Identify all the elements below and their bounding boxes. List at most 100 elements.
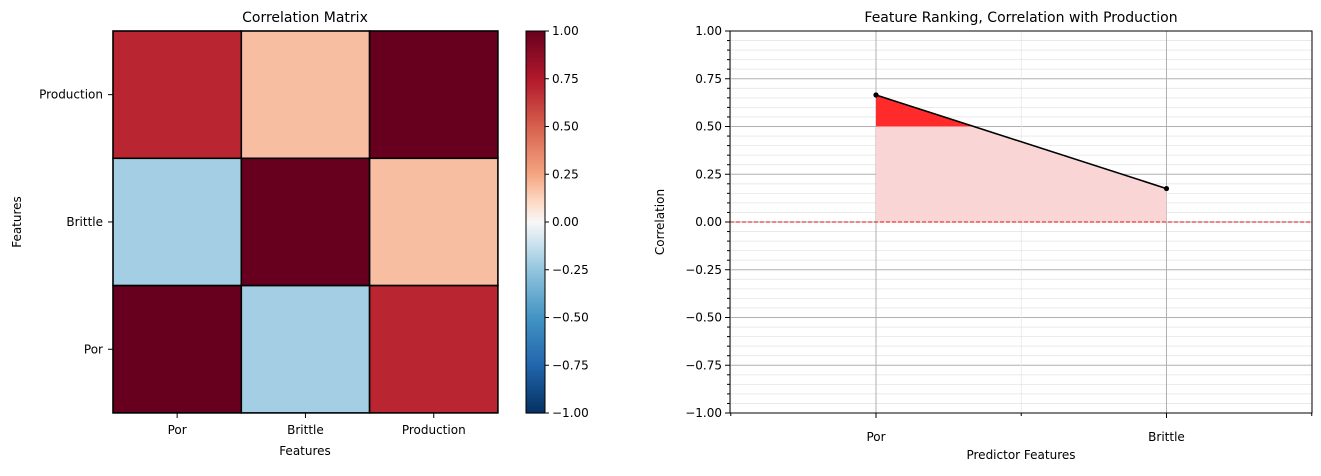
heatmap-y-axis-label: Features — [10, 196, 24, 248]
colorbar-band — [526, 263, 545, 266]
colorbar-band — [526, 229, 545, 232]
heatmap-x-axis-label: Features — [279, 444, 331, 458]
colorbar-band — [526, 197, 545, 200]
colorbar-band — [526, 37, 545, 40]
colorbar-band — [526, 147, 545, 150]
colorbar-band — [526, 389, 545, 392]
colorbar-band — [526, 161, 545, 164]
colorbar-band — [526, 299, 545, 302]
heatmap-cell — [112, 30, 243, 160]
colorbar-band — [526, 109, 545, 112]
colorbar-band — [526, 171, 545, 174]
colorbar-band — [526, 177, 545, 180]
colorbar-tick-label: −0.25 — [552, 263, 589, 277]
colorbar-band — [526, 323, 545, 326]
colorbar-band — [526, 313, 545, 316]
colorbar-band — [526, 333, 545, 336]
colorbar-band — [526, 293, 545, 296]
colorbar-band — [526, 97, 545, 100]
colorbar-band — [526, 135, 545, 138]
colorbar-band — [526, 409, 545, 412]
colorbar-band — [526, 207, 545, 210]
line-y-axis-label: Correlation — [653, 189, 667, 255]
colorbar-band — [526, 141, 545, 144]
colorbar-band — [526, 407, 545, 410]
colorbar-band — [526, 199, 545, 202]
colorbar-band — [526, 311, 545, 314]
colorbar-band — [526, 359, 545, 362]
colorbar-band — [526, 261, 545, 264]
colorbar-band — [526, 255, 545, 258]
colorbar-band — [526, 349, 545, 352]
colorbar-band — [526, 307, 545, 310]
colorbar-band — [526, 117, 545, 120]
colorbar-band — [526, 133, 545, 136]
colorbar-band — [526, 205, 545, 208]
colorbar-band — [526, 249, 545, 252]
colorbar-band — [526, 265, 545, 268]
colorbar-band — [526, 271, 545, 274]
colorbar-band — [526, 125, 545, 128]
colorbar-band — [526, 79, 545, 82]
heatmap-cell — [368, 157, 499, 287]
heatmap-cell — [240, 30, 371, 160]
x-tick-label: Por — [168, 423, 187, 437]
colorbar-band — [526, 309, 545, 312]
y-tick-label: −0.50 — [685, 311, 722, 325]
colorbar-band — [526, 227, 545, 230]
colorbar-band — [526, 301, 545, 304]
colorbar-band — [526, 253, 545, 256]
colorbar-band — [526, 69, 545, 72]
colorbar-band — [526, 41, 545, 44]
colorbar-band — [526, 277, 545, 280]
colorbar-band — [526, 315, 545, 318]
colorbar-band — [526, 397, 545, 400]
colorbar-band — [526, 399, 545, 402]
colorbar-band — [526, 201, 545, 204]
colorbar-tick-label: 1.00 — [552, 24, 579, 38]
colorbar-band — [526, 343, 545, 346]
y-tick-label: −0.25 — [685, 263, 722, 277]
colorbar-band — [526, 245, 545, 248]
colorbar-band — [526, 357, 545, 360]
colorbar-band — [526, 269, 545, 272]
y-tick-label: 0.75 — [695, 72, 722, 86]
colorbar-band — [526, 251, 545, 254]
colorbar-band — [526, 267, 545, 270]
colorbar-tick-label: 0.50 — [552, 120, 579, 134]
colorbar-band — [526, 195, 545, 198]
colorbar-band — [526, 61, 545, 64]
heatmap-cell — [240, 284, 371, 414]
colorbar-band — [526, 53, 545, 56]
line-chart: Feature Ranking, Correlation with Produc… — [653, 10, 1313, 462]
colorbar-band — [526, 221, 545, 224]
colorbar-band — [526, 373, 545, 376]
colorbar-band — [526, 287, 545, 290]
colorbar-band — [526, 275, 545, 278]
colorbar-band — [526, 87, 545, 90]
colorbar-band — [526, 191, 545, 194]
colorbar-band — [526, 403, 545, 406]
colorbar-band — [526, 391, 545, 394]
x-tick-label: Brittle — [287, 423, 324, 437]
colorbar-tick-label: 0.75 — [552, 72, 579, 86]
colorbar-band — [526, 65, 545, 68]
y-tick-label: 0.00 — [695, 215, 722, 229]
colorbar-band — [526, 383, 545, 386]
colorbar-band — [526, 303, 545, 306]
colorbar-band — [526, 175, 545, 178]
colorbar-band — [526, 145, 545, 148]
colorbar-band — [526, 123, 545, 126]
colorbar-band — [526, 319, 545, 322]
colorbar-band — [526, 55, 545, 58]
series-line — [875, 94, 1167, 190]
colorbar-band — [526, 185, 545, 188]
colorbar-band — [526, 31, 545, 34]
colorbar-band — [526, 167, 545, 170]
colorbar-tick-label: −0.75 — [552, 358, 589, 372]
colorbar-band — [526, 51, 545, 54]
y-tick-label: −0.75 — [685, 358, 722, 372]
colorbar-band — [526, 247, 545, 250]
colorbar-band — [526, 317, 545, 320]
colorbar-band — [526, 91, 545, 94]
